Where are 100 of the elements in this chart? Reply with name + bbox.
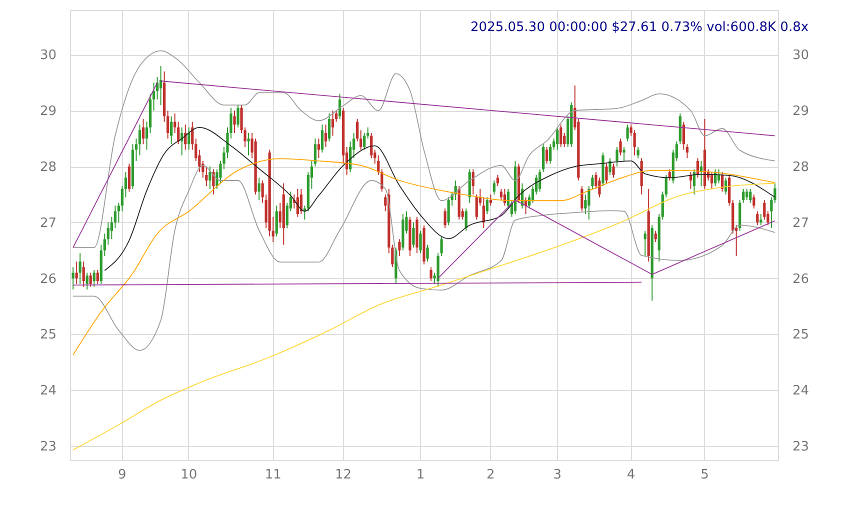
candlestick — [317, 138, 320, 159]
y2-tick-label: 23 — [792, 440, 810, 455]
y2-tick-label: 29 — [792, 104, 810, 120]
candlestick — [682, 121, 686, 150]
text: 2025.05.30 00:00:00 $27.61 0.73% vol:600.8K 0.8x — [470, 20, 809, 35]
candlestick — [128, 163, 131, 192]
candlestick — [464, 208, 468, 232]
candlestick — [247, 132, 250, 156]
candlestick — [580, 186, 584, 212]
candlestick — [430, 266, 432, 282]
candlestick — [591, 174, 594, 190]
y2-tick-label: 27 — [792, 216, 810, 231]
candlestick — [710, 172, 714, 190]
y2-tick-label: 25 — [792, 328, 810, 343]
candlestick — [363, 132, 366, 150]
candlestick — [622, 146, 626, 162]
candlestick — [538, 168, 542, 192]
y2-tick-label: 24 — [792, 384, 810, 399]
candlestick — [236, 104, 240, 128]
candlestick — [542, 144, 545, 173]
x-tick-label: 5 — [700, 468, 709, 482]
y-tick-label: 28 — [40, 160, 56, 176]
candlestick — [616, 146, 618, 168]
candlestick — [324, 124, 328, 148]
candlestick — [486, 196, 488, 215]
candlestick — [92, 269, 96, 288]
candlestick — [208, 166, 212, 190]
candlestick — [320, 124, 324, 154]
candlestick — [96, 269, 99, 284]
candlestick — [233, 110, 236, 134]
candlestick — [78, 252, 82, 284]
candlestick — [72, 266, 74, 290]
candlestick — [159, 65, 162, 106]
y-tick-label: 23 — [40, 440, 56, 455]
candlestick — [114, 205, 116, 229]
candlestick — [412, 222, 415, 248]
candlestick — [749, 188, 752, 204]
candlestick — [314, 138, 317, 168]
y2-tick-label: 28 — [792, 160, 810, 176]
candlestick — [756, 210, 759, 226]
y-tick-label: 30 — [40, 48, 56, 64]
candlestick — [89, 272, 92, 288]
candlestick — [426, 244, 429, 262]
candlestick — [440, 236, 443, 256]
x-tick-label: 1 — [416, 468, 425, 482]
candlestick — [605, 163, 608, 184]
candlestick — [760, 214, 762, 226]
candlestick — [556, 126, 559, 150]
candlestick — [588, 186, 590, 220]
candlestick — [370, 132, 373, 159]
y-tick-label: 29 — [40, 104, 56, 120]
candlestick — [170, 116, 173, 145]
candlestick — [492, 180, 496, 195]
x-tick-label: 9 — [118, 468, 126, 482]
line-series — [104, 126, 776, 271]
y2-tick-label: 26 — [792, 272, 810, 287]
x-tick-label: 2 — [486, 468, 495, 482]
candlestick — [560, 124, 562, 148]
candlestick — [86, 272, 88, 290]
candlestick — [752, 194, 756, 209]
candlestick — [496, 174, 500, 187]
candlestick — [742, 188, 745, 204]
candlestick — [746, 188, 748, 201]
x-tick-label: 3 — [553, 468, 562, 482]
candlestick — [398, 238, 401, 256]
y-tick-label: 25 — [40, 328, 56, 343]
candlestick — [644, 230, 646, 256]
candlestick — [482, 196, 485, 229]
candlestick — [419, 230, 422, 254]
candlestick — [763, 200, 766, 220]
x-tick-label: 4 — [626, 468, 636, 482]
candlestick — [619, 138, 622, 156]
candlestick — [489, 194, 492, 206]
candlestick — [212, 168, 215, 195]
y-tick-label: 27 — [40, 216, 56, 231]
y-tick-label: 24 — [40, 384, 56, 399]
x-tick-label: 11 — [264, 468, 282, 482]
candlestick — [275, 205, 278, 237]
candlestick — [331, 110, 334, 136]
candlestick — [328, 112, 331, 142]
candlestick — [692, 168, 696, 195]
candlestick — [626, 124, 629, 142]
candlestick — [608, 158, 612, 176]
candlestick — [546, 146, 548, 164]
candlestick — [258, 177, 260, 201]
candlestick — [654, 230, 657, 242]
candlestick — [138, 124, 142, 156]
x-tick-label: 10 — [180, 468, 198, 482]
y-tick-label: 26 — [40, 272, 56, 287]
candlestick — [82, 261, 85, 288]
line-series — [72, 50, 776, 248]
candlestick — [636, 146, 640, 159]
y2-tick-label: 30 — [792, 48, 810, 64]
x-tick-label: 12 — [335, 468, 352, 482]
candlestick — [686, 144, 689, 159]
candlestick — [142, 118, 145, 145]
candlestick — [612, 163, 615, 178]
candlestick — [444, 208, 446, 229]
candlestick — [549, 144, 552, 164]
candlestick — [75, 261, 78, 284]
